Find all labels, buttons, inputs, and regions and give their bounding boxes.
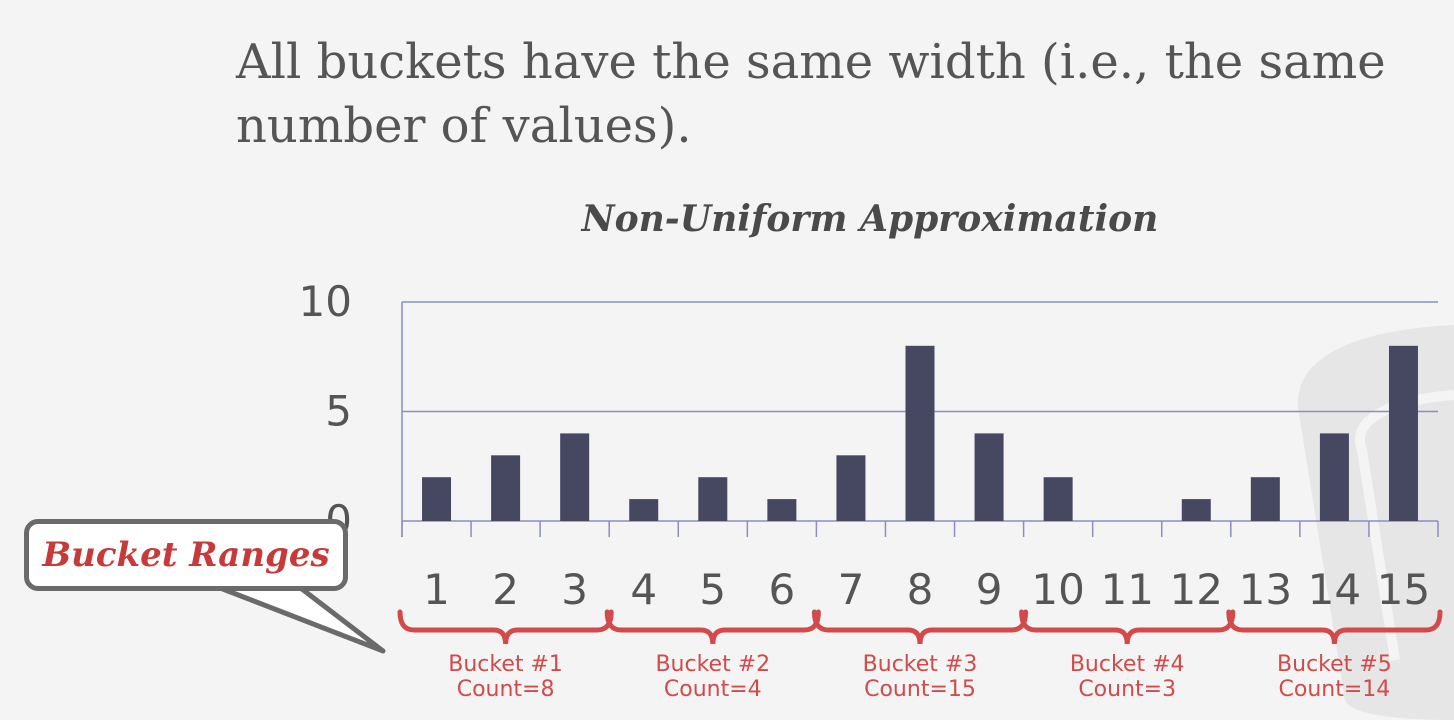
bucket-label: Bucket #5: [1277, 652, 1392, 677]
bar: [905, 345, 935, 521]
bucket-count: Count=4: [664, 677, 762, 702]
bar: [629, 499, 659, 521]
bucket-brace: [604, 609, 821, 645]
bar: [836, 455, 866, 521]
bucket-count: Count=14: [1279, 677, 1391, 702]
x-tick-label: 4: [630, 565, 657, 614]
x-tick-label: 5: [699, 565, 726, 614]
callout-bucket-ranges: Bucket Ranges: [24, 519, 348, 591]
x-tick-label: 14: [1308, 565, 1361, 614]
bar: [491, 455, 521, 521]
x-tick-label: 13: [1239, 565, 1292, 614]
x-tick-label: 6: [768, 565, 795, 614]
bucket-label: Bucket #4: [1070, 652, 1185, 677]
bar: [560, 433, 590, 521]
x-tick-label: 10: [1031, 565, 1084, 614]
x-tick-label: 7: [838, 565, 865, 614]
bar: [1250, 477, 1280, 521]
headline: All buckets have the same width (i.e., t…: [236, 34, 1386, 154]
x-tick-label: 2: [492, 565, 519, 614]
chart-title: Non-Uniform Approximation: [581, 198, 1159, 240]
bucket-brace: [811, 609, 1029, 645]
x-tick-label: 1: [423, 565, 450, 614]
bar: [698, 477, 728, 521]
x-tick-label: 8: [907, 565, 934, 614]
bar: [1319, 433, 1349, 521]
bar: [767, 499, 797, 521]
bar: [1043, 477, 1073, 521]
bar: [1181, 499, 1211, 521]
bucket-brace: [1226, 609, 1443, 645]
bucket-brace: [1019, 609, 1236, 645]
x-tick-label: 9: [976, 565, 1003, 614]
bar: [974, 433, 1004, 521]
bucket-label: Bucket #3: [863, 652, 978, 677]
x-tick-label: 3: [561, 565, 588, 614]
bucket-count: Count=15: [864, 677, 976, 702]
bucket-label: Bucket #1: [448, 652, 563, 677]
callout-pointer: [212, 583, 386, 654]
bar: [422, 477, 452, 521]
bucket-label: Bucket #2: [655, 652, 770, 677]
x-tick-label: 12: [1170, 565, 1223, 614]
x-tick-label: 11: [1100, 565, 1153, 614]
bucket-count: Count=8: [457, 677, 555, 702]
bar: [1388, 345, 1418, 521]
bucket-brace: [397, 609, 614, 645]
y-tick-label: 5: [325, 387, 352, 436]
bucket-count: Count=3: [1078, 677, 1176, 702]
y-tick-label: 10: [299, 277, 352, 326]
x-tick-label: 15: [1377, 565, 1430, 614]
